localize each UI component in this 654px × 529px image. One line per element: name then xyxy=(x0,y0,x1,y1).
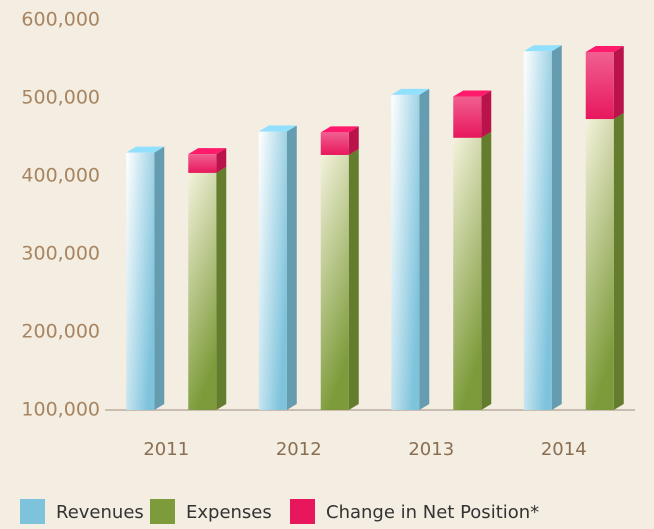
x-tick-label: 2013 xyxy=(408,439,454,460)
bar xyxy=(320,132,349,155)
y-tick-label: 300,000 xyxy=(21,243,100,265)
bar xyxy=(523,51,552,410)
bar-top xyxy=(391,88,430,95)
bar xyxy=(320,154,349,410)
bar-side xyxy=(286,125,297,410)
x-tick-label: 2011 xyxy=(143,439,189,460)
bar-side xyxy=(419,88,430,410)
bar xyxy=(585,119,614,410)
bar-side xyxy=(348,126,359,155)
bar xyxy=(453,137,482,410)
y-tick-label: 500,000 xyxy=(21,87,100,109)
legend-swatch xyxy=(290,499,315,524)
y-tick-label: 600,000 xyxy=(21,9,100,31)
legend-swatch xyxy=(20,499,45,524)
legend-label: Change in Net Position* xyxy=(326,502,539,523)
bar-side xyxy=(481,131,492,410)
legend-label: Revenues xyxy=(56,502,144,523)
x-tick-label: 2014 xyxy=(541,439,587,460)
y-tick-label: 100,000 xyxy=(21,399,100,421)
bar-top xyxy=(453,90,492,97)
bar xyxy=(453,96,482,138)
x-tick-label: 2012 xyxy=(276,439,322,460)
bar xyxy=(391,94,420,410)
bar-top xyxy=(585,45,624,52)
legend-swatch xyxy=(150,499,175,524)
bar-top xyxy=(188,148,227,155)
bar-side xyxy=(216,148,227,173)
bar-top xyxy=(126,146,165,153)
bar xyxy=(258,131,287,411)
bar-side xyxy=(613,45,624,120)
bar-side xyxy=(551,45,562,410)
y-tick-label: 200,000 xyxy=(21,321,100,343)
bar-top xyxy=(258,125,297,132)
bar-side xyxy=(216,166,227,410)
bar-side xyxy=(613,113,624,410)
bar xyxy=(188,154,217,173)
bar xyxy=(188,172,217,410)
bar xyxy=(126,152,155,410)
bar-top xyxy=(523,45,562,52)
bar-side xyxy=(348,148,359,410)
bar xyxy=(585,51,614,120)
y-tick-label: 400,000 xyxy=(21,165,100,187)
legend-label: Expenses xyxy=(186,502,272,523)
bar-side xyxy=(481,90,492,138)
bar-side xyxy=(154,146,165,410)
bar-top xyxy=(320,126,359,133)
